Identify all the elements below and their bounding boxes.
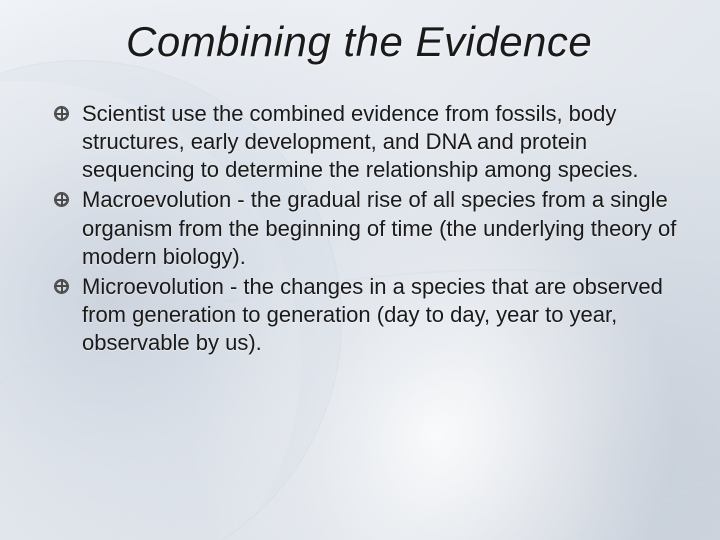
slide-title: Combining the Evidence [126, 18, 684, 66]
slide-container: Combining the Evidence Scientist use the… [0, 0, 720, 540]
bullet-item: Macroevolution - the gradual rise of all… [42, 186, 684, 270]
bullet-item: Scientist use the combined evidence from… [42, 100, 684, 184]
bullet-item: Microevolution - the changes in a specie… [42, 273, 684, 357]
bullet-list: Scientist use the combined evidence from… [36, 100, 684, 357]
